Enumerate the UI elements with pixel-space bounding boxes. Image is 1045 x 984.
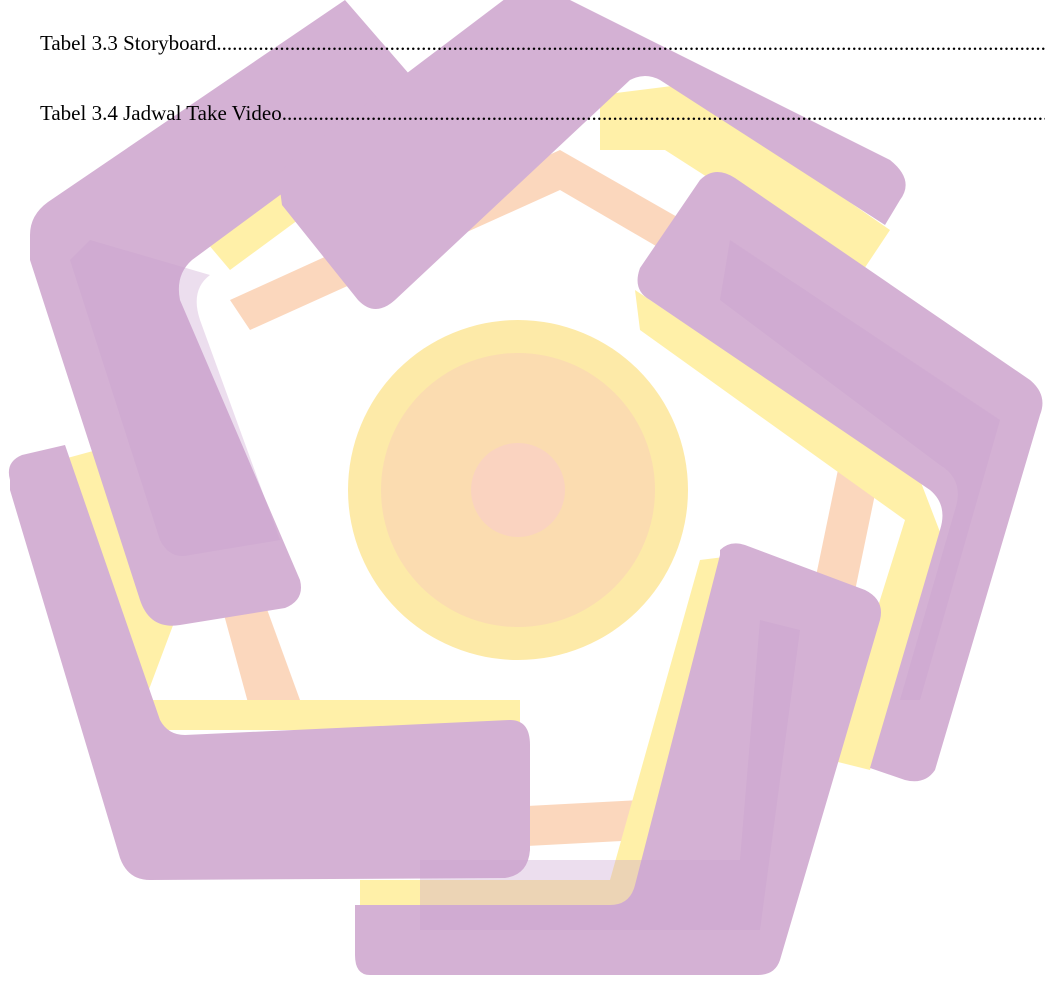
toc-dot-leader: ........................................…	[281, 101, 1045, 125]
toc-entry-label: Tabel 3.4 Jadwal Take Video	[40, 101, 282, 125]
toc-entry-storyboard: Tabel 3.3 Storyboard ...................…	[40, 28, 1045, 58]
toc-dot-leader: ........................................…	[216, 31, 1045, 55]
toc-entry-label: Tabel 3.3 Storyboard	[40, 31, 217, 55]
toc-entry-jadwal-take-video: Tabel 3.4 Jadwal Take Video ............…	[40, 98, 1045, 128]
